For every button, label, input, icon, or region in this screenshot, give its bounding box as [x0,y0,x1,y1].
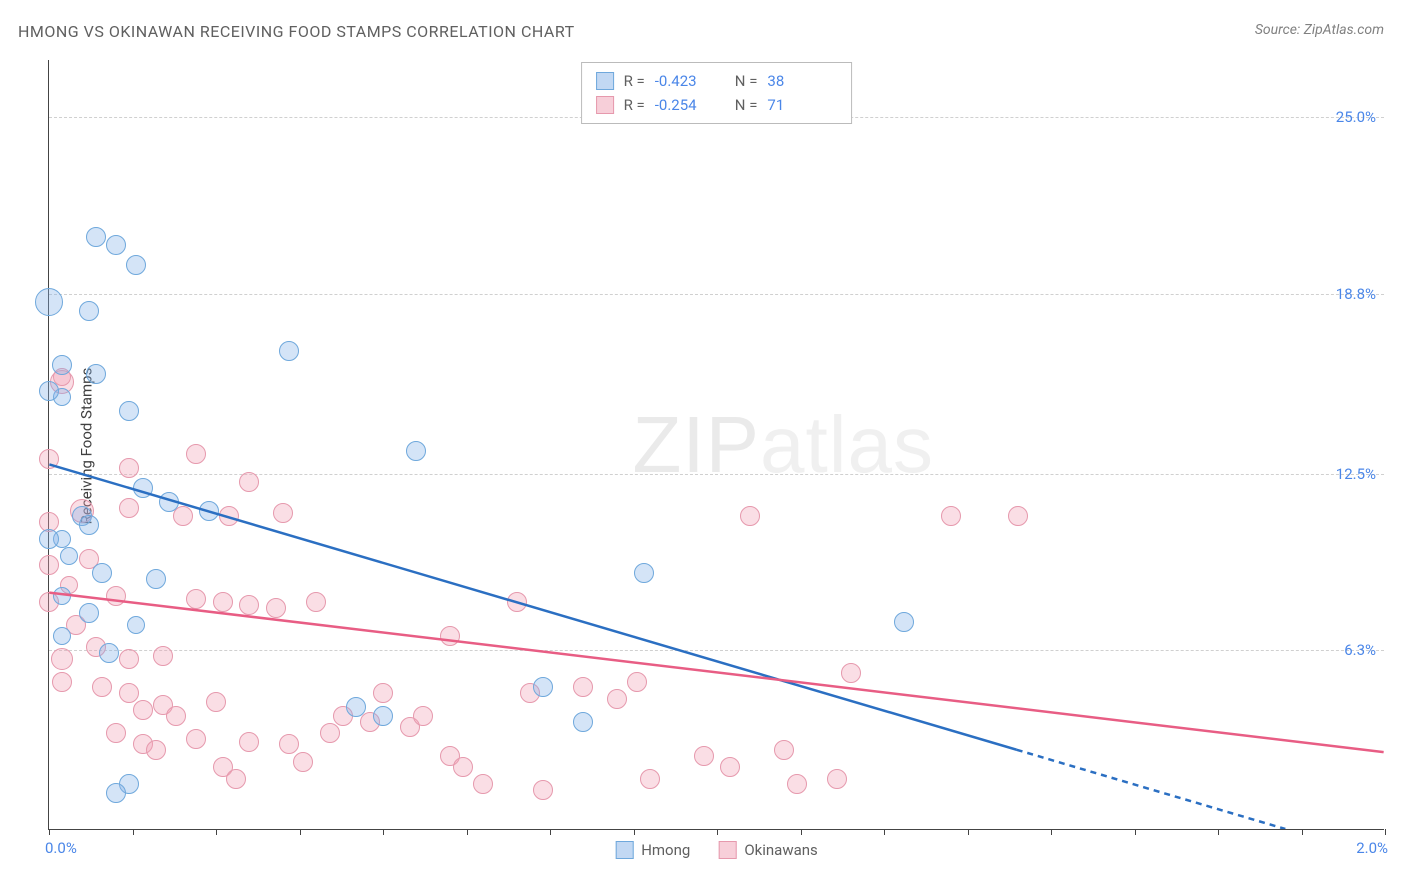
x-tick [133,829,134,835]
chart-title: HMONG VS OKINAWAN RECEIVING FOOD STAMPS … [18,22,575,41]
x-tick [1218,829,1219,835]
legend-label: Hmong [641,841,690,859]
x-axis-max-label: 2.0% [1356,839,1388,857]
x-tick [634,829,635,835]
legend-swatch [615,841,633,859]
x-axis-min-label: 0.0% [45,839,77,857]
x-tick [968,829,969,835]
x-tick [884,829,885,835]
x-tick [49,829,50,835]
legend-swatch [596,72,614,90]
x-tick [550,829,551,835]
legend-label: Okinawans [744,841,817,859]
legend-n-value: 38 [767,69,837,93]
legend-swatch [596,96,614,114]
legend-r-label: R = [624,69,645,93]
x-tick [1302,829,1303,835]
legend-row: R = -0.423 N = 38 [596,69,838,93]
legend-item: Hmong [615,841,690,859]
x-tick [801,829,802,835]
correlation-legend: R = -0.423 N = 38 R = -0.254 N = 71 [581,62,853,124]
trendlines-layer [49,60,1384,829]
legend-row: R = -0.254 N = 71 [596,93,838,117]
x-tick [216,829,217,835]
x-tick [467,829,468,835]
legend-n-value: 71 [767,93,837,117]
x-tick [383,829,384,835]
trendline [49,464,1016,749]
scatter-plot-area: ZIPatlas R =-0.423N =38R =-0.254N =71 0.… [48,60,1384,830]
legend-r-value: -0.254 [655,93,725,117]
legend-swatch [718,841,736,859]
x-tick [300,829,301,835]
legend-r-label: R = [624,93,645,117]
legend-n-label: N = [735,69,758,93]
source-attribution: Source: ZipAtlas.com [1255,22,1384,38]
legend-item: Okinawans [718,841,817,859]
x-tick [1135,829,1136,835]
series-legend: Hmong Okinawans [615,841,818,859]
legend-r-value: -0.423 [655,69,725,93]
x-tick [717,829,718,835]
trendline [49,593,1383,752]
legend-n-label: N = [735,93,758,117]
x-tick [1051,829,1052,835]
trendline [1017,750,1286,829]
x-tick [1385,829,1386,835]
